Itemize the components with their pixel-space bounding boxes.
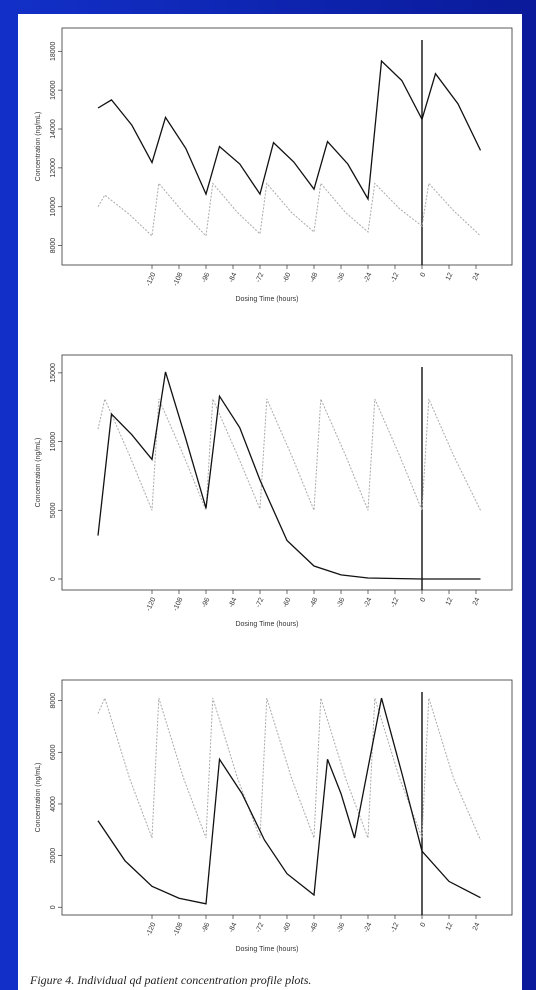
x-tick-label: -48: [309, 272, 320, 284]
x-tick-label: -60: [282, 922, 293, 934]
y-tick-label: 12000: [50, 158, 57, 178]
x-tick-label: -36: [336, 597, 347, 609]
x-tick-label: -96: [201, 597, 212, 609]
series-line: [97, 697, 481, 905]
x-tick-label: 24: [472, 922, 482, 932]
x-tick-label: -72: [255, 597, 266, 609]
x-tick-label: -24: [363, 597, 374, 609]
x-tick-label: -12: [390, 922, 401, 934]
x-tick-label: -36: [336, 922, 347, 934]
x-tick-label: -12: [390, 272, 401, 284]
y-tick-label: 5000: [50, 502, 57, 518]
x-tick-label: -12: [390, 597, 401, 609]
x-tick-label: -24: [363, 272, 374, 284]
x-axis-label: Dosing Time (hours): [235, 946, 298, 953]
x-tick-label: -48: [309, 922, 320, 934]
x-tick-label: -72: [255, 272, 266, 284]
x-tick-label: -84: [228, 272, 239, 284]
y-axis-label: Concentration (ng/mL): [35, 438, 42, 508]
x-tick-label: 0: [419, 922, 427, 929]
series-line: [97, 59, 482, 202]
x-tick-label: 0: [419, 597, 427, 604]
series-line: [97, 371, 481, 580]
y-tick-label: 2000: [50, 848, 57, 864]
y-axis-label: Concentration (ng/mL): [35, 763, 42, 833]
x-tick-label: -108: [172, 272, 184, 288]
x-tick-label: -84: [228, 922, 239, 934]
y-tick-label: 18000: [50, 41, 57, 61]
plot-frame: [61, 27, 513, 266]
y-tick-label: 10000: [50, 197, 57, 217]
x-tick-label: -36: [336, 272, 347, 284]
x-tick-label: -120: [145, 922, 157, 938]
x-tick-label: -60: [282, 597, 293, 609]
x-tick-label: -96: [201, 922, 212, 934]
x-tick-label: -108: [172, 597, 184, 613]
x-tick-label: -24: [363, 922, 374, 934]
x-axis-label: Dosing Time (hours): [235, 296, 298, 303]
x-tick-label: -60: [282, 272, 293, 284]
y-tick-label: 8000: [50, 693, 57, 709]
y-tick-label: 10000: [50, 432, 57, 452]
y-tick-label: 15000: [50, 363, 57, 383]
y-tick-label: 14000: [50, 119, 57, 139]
caption: Figure 4. Individual qd patient concentr…: [29, 973, 311, 987]
y-axis-label: Concentration (ng/mL): [35, 112, 42, 182]
x-tick-label: -48: [309, 597, 320, 609]
series-line: [97, 182, 481, 237]
x-tick-label: -84: [228, 597, 239, 609]
series-line: [97, 696, 481, 841]
x-tick-label: 12: [445, 272, 455, 282]
x-tick-label: 0: [419, 272, 427, 279]
plot-frame: [61, 354, 513, 591]
x-tick-label: -96: [201, 272, 212, 284]
x-tick-label: -120: [145, 272, 157, 288]
x-tick-label: 24: [472, 597, 482, 607]
x-axis-label: Dosing Time (hours): [235, 621, 298, 628]
plot-frame: [61, 679, 513, 916]
x-tick-label: -72: [255, 922, 266, 934]
y-tick-label: 0: [50, 905, 57, 909]
y-tick-label: 0: [50, 577, 57, 581]
x-tick-label: -120: [145, 597, 157, 613]
y-tick-label: 16000: [50, 80, 57, 100]
y-tick-label: 6000: [50, 744, 57, 760]
y-tick-label: 4000: [50, 796, 57, 812]
y-tick-label: 8000: [50, 238, 57, 254]
x-tick-label: 12: [445, 597, 455, 607]
x-tick-label: 24: [472, 272, 482, 282]
x-tick-label: 12: [445, 922, 455, 932]
series-line: [97, 397, 481, 511]
x-tick-label: -108: [172, 922, 184, 938]
